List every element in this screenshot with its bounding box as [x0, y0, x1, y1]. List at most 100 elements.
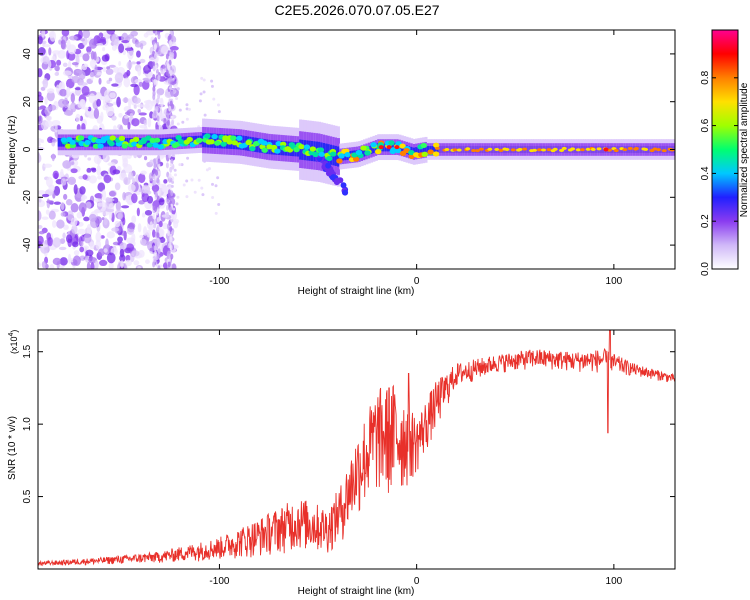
- spectral-noise-mark: [123, 177, 131, 186]
- spectral-noise-mark: [156, 253, 160, 260]
- spectral-noise-mark: [133, 84, 140, 96]
- spectral-noise-mark: [52, 237, 61, 248]
- spectral-core-mark: [656, 148, 662, 152]
- spectral-noise-mark: [173, 220, 179, 229]
- spectral-core-mark: [633, 147, 639, 151]
- spectral-noise-mark: [89, 38, 98, 49]
- spectral-noise-mark: [205, 168, 209, 172]
- spectral-noise-mark: [106, 231, 116, 239]
- spectral-core-mark: [613, 149, 619, 153]
- spectral-halo: [639, 146, 643, 153]
- spectral-core-mark: [432, 151, 440, 157]
- x-tick-label: 100: [606, 276, 623, 287]
- spectral-noise-mark: [199, 92, 203, 96]
- spectral-noise-mark: [41, 216, 49, 220]
- spectral-noise-mark: [157, 93, 161, 100]
- spectral-core-mark: [474, 149, 480, 153]
- snr-scale-prefix: (x10: [9, 336, 19, 354]
- spectral-noise-mark: [217, 203, 221, 207]
- spectral-noise-mark: [137, 108, 141, 114]
- spectral-halo: [135, 138, 139, 147]
- spectral-noise-mark: [81, 85, 90, 96]
- spectral-noise-mark: [121, 40, 130, 44]
- spectral-core-mark: [434, 146, 440, 150]
- spectral-core-mark: [132, 136, 140, 142]
- spectral-noise-mark: [119, 254, 126, 262]
- spectral-noise-mark: [73, 184, 78, 195]
- spectral-noise-mark: [66, 234, 73, 243]
- y-tick-label: 40: [22, 48, 33, 60]
- spectral-noise-mark: [136, 207, 140, 217]
- spectral-core-mark: [84, 139, 91, 146]
- spectral-noise-mark: [170, 219, 174, 223]
- spectral-noise-mark: [109, 92, 116, 99]
- spectral-noise-mark: [171, 180, 175, 184]
- spectral-noise-mark: [158, 204, 165, 209]
- spectral-noise-mark: [118, 60, 122, 67]
- spectral-noise-mark: [98, 77, 102, 85]
- spectral-noise-mark: [106, 80, 111, 85]
- spectral-noise-mark: [106, 30, 116, 35]
- spectral-noise-mark: [141, 212, 146, 218]
- spectral-halo: [434, 146, 437, 153]
- spectral-noise-mark: [41, 261, 47, 269]
- spectral-noise-mark: [111, 45, 117, 51]
- spectral-noise-mark: [153, 161, 157, 168]
- spectral-noise-mark: [185, 103, 189, 107]
- spectral-core-mark: [536, 148, 542, 152]
- spectral-halo: [213, 133, 217, 148]
- spectral-noise-mark: [44, 120, 53, 128]
- spectrogram-panel: -100 0 100 -40 -20 0 20 40 Height of straight …: [7, 29, 676, 297]
- spectral-noise-mark: [62, 62, 68, 67]
- spectral-halo: [566, 146, 570, 153]
- spectral-noise-mark: [136, 50, 141, 58]
- spectral-noise-mark: [156, 216, 160, 223]
- colorbar-ticks: 0.0 0.2 0.4 0.6 0.8: [700, 70, 738, 276]
- spectral-core-mark: [309, 146, 317, 152]
- spectral-halo: [557, 146, 561, 153]
- spectral-noise-mark: [100, 95, 106, 101]
- spectral-noise-mark: [38, 106, 43, 111]
- spectral-noise-mark: [132, 177, 136, 185]
- spectral-noise-mark: [38, 36, 43, 45]
- spectral-noise-mark: [211, 182, 215, 186]
- y-tick-label: 1.5: [22, 344, 33, 358]
- spectral-noise-mark: [59, 257, 68, 266]
- spectral-noise-mark: [198, 99, 202, 103]
- spectral-noise-mark: [108, 261, 114, 269]
- spectral-noise-mark: [168, 242, 172, 249]
- spectral-noise-mark: [113, 66, 120, 73]
- spectral-noise-mark: [143, 226, 148, 236]
- spectral-noise-mark: [79, 186, 86, 195]
- spectral-core-mark: [146, 142, 153, 148]
- spectral-noise-mark: [38, 138, 43, 144]
- spectral-noise-mark: [88, 213, 97, 222]
- spectral-core-mark: [214, 140, 221, 146]
- spectral-core-mark: [590, 147, 596, 151]
- spectral-noise-mark: [38, 115, 43, 125]
- spectral-noise-mark: [124, 115, 129, 119]
- spectral-noise-mark: [74, 87, 82, 91]
- spectral-noise-mark: [111, 34, 119, 46]
- spectral-noise-mark: [70, 217, 78, 227]
- spectral-core-mark: [487, 147, 493, 151]
- spectral-noise-mark: [138, 112, 147, 116]
- spectral-noise-mark: [108, 77, 113, 82]
- spectral-core-mark: [351, 152, 358, 158]
- spectral-noise-mark: [45, 176, 53, 188]
- spectral-core-mark: [204, 133, 211, 139]
- spectral-core-mark: [77, 135, 85, 141]
- x-tick-label: -100: [209, 576, 229, 587]
- spectral-noise-mark: [114, 220, 121, 228]
- spectral-noise-mark: [61, 30, 70, 37]
- spectral-noise-mark: [51, 119, 61, 126]
- spectral-noise-mark: [185, 107, 189, 111]
- spectral-noise-mark: [157, 33, 161, 40]
- y-tick-label: 1.0: [22, 417, 33, 431]
- spectral-noise-mark: [95, 208, 101, 214]
- spectral-noise-mark: [46, 91, 55, 102]
- spectral-noise-mark: [80, 38, 85, 42]
- spectral-noise-mark: [157, 158, 161, 165]
- spectral-core-mark: [498, 148, 504, 152]
- spectral-noise-mark: [173, 168, 177, 172]
